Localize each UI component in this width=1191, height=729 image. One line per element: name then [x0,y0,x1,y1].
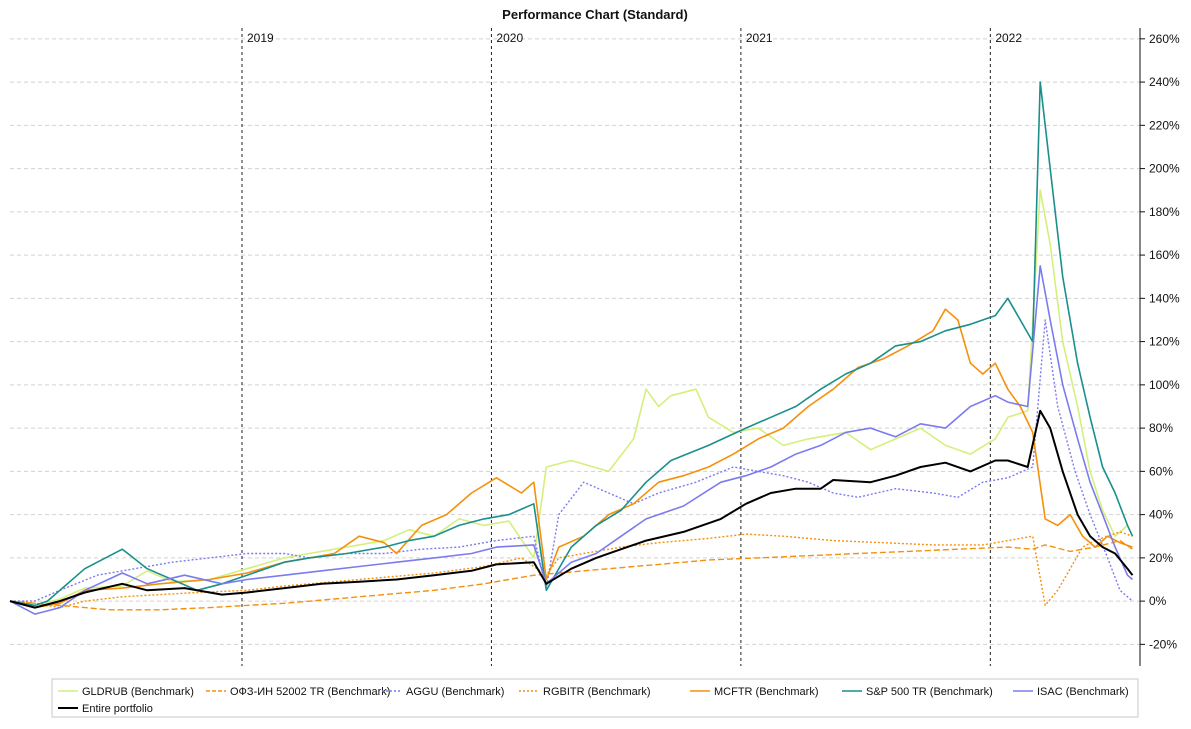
y-tick-label: 60% [1149,464,1173,478]
y-tick-label: 260% [1149,32,1180,46]
legend-label: GLDRUB (Benchmark) [82,686,194,698]
series-line-entire-portfolio [9,409,1134,609]
legend-label: ОФЗ-ИН 52002 TR (Benchmark) [230,686,390,698]
legend-label: S&P 500 TR (Benchmark) [866,686,993,698]
y-tick-label: 100% [1149,378,1180,392]
year-markers: 2019 2020 2021 2022 [241,28,1022,666]
series-line-isac-benchmark [9,265,1134,615]
year-marker-label: 2021 [746,31,773,45]
series-line-rgbitr-benchmark [9,531,1133,609]
legend-box [51,678,1139,718]
y-tick-label: 140% [1149,291,1180,305]
y-tick-label: 0% [1149,594,1167,608]
year-marker-label: 2020 [496,31,523,45]
y-tick-label: 160% [1149,248,1180,262]
series-lines [9,81,1134,615]
legend: GLDRUB (Benchmark) ОФЗ-ИН 52002 TR (Bench… [51,678,1139,718]
legend-label: Entire portfolio [82,703,153,715]
series-line-52002-tr-benchmark [9,539,1133,611]
chart-title: Performance Chart (Standard) [502,7,688,22]
series-line-aggu-benchmark [10,319,1133,602]
legend-label: ISAC (Benchmark) [1037,686,1129,698]
y-axis: -20% 0% 20% 40% 60% 80% 100% 120% 140% 160% 180% 20… [1139,28,1180,666]
legend-label: MCFTR (Benchmark) [714,686,819,698]
y-tick-label: 220% [1149,118,1180,132]
y-tick-label: 180% [1149,205,1180,219]
y-tick-label: 80% [1149,421,1173,435]
legend-label: RGBITR (Benchmark) [543,686,651,698]
legend-label: AGGU (Benchmark) [406,686,504,698]
y-tick-label: 40% [1149,508,1173,522]
series-line-gldrub-benchmark [9,189,1129,607]
year-marker-label: 2022 [995,31,1022,45]
y-tick-label: 20% [1149,551,1173,565]
grid-lines [10,38,1140,645]
y-tick-label: -20% [1149,637,1177,651]
year-marker-label: 2019 [247,31,274,45]
y-tick-label: 120% [1149,335,1180,349]
y-tick-label: 240% [1149,75,1180,89]
y-tick-label: 200% [1149,162,1180,176]
